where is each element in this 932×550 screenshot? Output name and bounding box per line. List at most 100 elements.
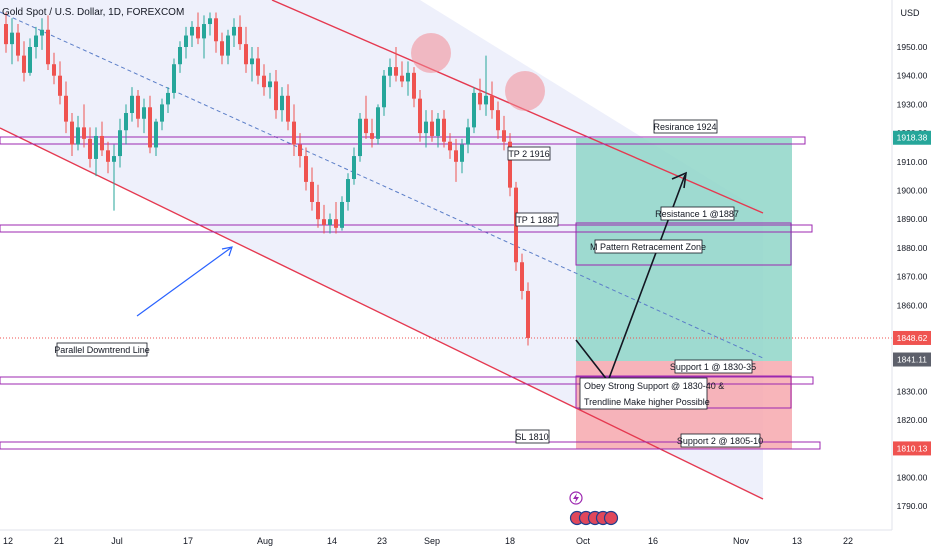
candle [400,61,404,88]
candle [142,98,146,134]
candle [106,141,110,174]
svg-text:SL 1810: SL 1810 [515,432,548,442]
candle [376,104,380,145]
candle-body [304,156,308,182]
label-parallel-line: Parallel Downtrend Line [54,342,150,357]
candle-body [256,58,260,76]
candle-body [376,107,380,139]
candle-body [28,47,32,73]
price-tick: 1800.00 [897,473,928,483]
candle [256,47,260,85]
label-tp2: TP 2 1916 [507,146,551,161]
time-tick: Jul [111,536,123,546]
label-resistance-1: Resistance 1 @1887 [655,206,739,221]
m-pattern-zone [575,222,792,266]
candle [28,38,32,76]
label-support-1: Support 1 @ 1830-35 [670,359,756,374]
candle-body [382,75,386,108]
candle-body [160,104,164,122]
candle-body [418,98,422,134]
candle-body [508,141,512,188]
blue-arrowhead [221,246,233,257]
candle-body [268,81,272,88]
price-tag: 1841.11 [893,352,931,367]
candle [238,15,242,50]
candle [484,55,488,116]
candle-body [298,144,302,157]
candle-body [184,35,188,47]
support-2-zone [0,441,821,450]
time-tick: 17 [183,536,193,546]
candle-body [436,118,440,136]
candle-body [358,118,362,157]
candle [52,52,56,85]
candle [292,104,296,157]
candle-body [406,72,410,82]
label-sl: SL 1810 [515,429,550,444]
price-tick: 1870.00 [897,272,928,282]
candle-body [412,72,416,99]
candle [388,58,392,88]
candle-body [202,24,206,39]
candle [46,15,50,70]
label-tp1: TP 1 1887 [515,212,559,227]
candle [274,69,278,119]
candle-body [220,41,224,56]
candle [262,64,266,96]
candle [454,138,458,182]
candle-body [484,95,488,105]
candle-body [430,121,434,136]
candle-body [70,121,74,145]
candle [34,26,38,59]
candle [436,113,440,148]
time-tick: 12 [3,536,13,546]
candle [226,29,230,65]
candle-body [364,118,368,134]
price-tick: 1950.00 [897,42,928,52]
candle [364,95,368,139]
time-scale[interactable] [0,530,932,550]
candle-body [502,130,506,142]
svg-text:TP 1 1887: TP 1 1887 [516,215,557,225]
label-resistance-1924: Resirance 1924 [653,119,718,134]
blue-arrow [136,246,233,317]
candle-body [244,44,248,65]
candle [508,133,512,197]
candle-body [286,95,290,122]
candle [22,41,26,82]
svg-text:1918.38: 1918.38 [897,133,928,143]
svg-text:M Pattern Retracement Zone: M Pattern Retracement Zone [590,242,706,252]
candle-body [352,156,356,180]
candle [190,21,194,47]
time-tick: Sep [424,536,440,546]
candle [286,84,290,131]
us-flag-icon-5[interactable] [603,510,619,526]
resistance-1924-zone [0,136,806,145]
candle [64,81,68,134]
price-tick: 1830.00 [897,386,928,396]
candle [100,121,104,157]
candle-body [64,95,68,122]
label-support-2: Support 2 @ 1805-10 [677,433,763,448]
time-tick: 16 [648,536,658,546]
candle-body [52,64,56,76]
candle-body [10,32,14,45]
candle [70,113,74,157]
candle [304,147,308,191]
candle [118,118,122,168]
candle-body [400,75,404,82]
candle [412,67,416,108]
resistance-1887-zone [0,224,813,233]
candle-body [16,32,20,56]
candle-body [190,26,194,36]
candle-body [478,92,482,105]
price-tag: 1810.13 [893,441,931,456]
channel-fill [0,0,763,500]
svg-text:Resirance 1924: Resirance 1924 [653,122,716,132]
candle-body [148,107,152,148]
label-m-pattern: M Pattern Retracement Zone [590,239,706,254]
candle [10,18,14,65]
events-icons[interactable] [569,491,619,526]
currency-label[interactable]: USD [900,8,920,18]
